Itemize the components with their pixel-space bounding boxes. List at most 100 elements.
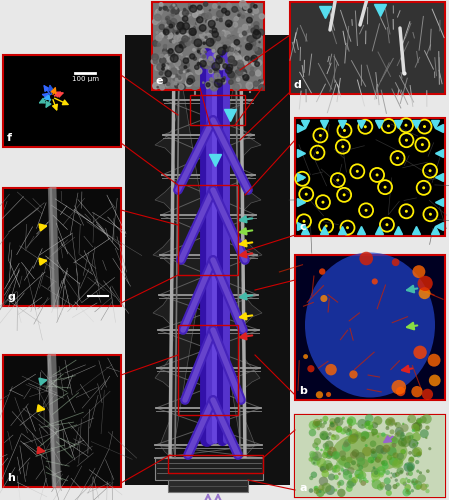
Circle shape: [159, 24, 164, 29]
Circle shape: [413, 480, 423, 490]
Circle shape: [217, 78, 222, 82]
Circle shape: [417, 422, 422, 426]
Circle shape: [385, 484, 392, 491]
Circle shape: [216, 44, 223, 51]
Circle shape: [187, 78, 193, 84]
Circle shape: [418, 452, 422, 456]
Circle shape: [308, 457, 313, 462]
Circle shape: [322, 434, 324, 436]
Circle shape: [164, 65, 171, 72]
Circle shape: [251, 28, 256, 33]
Circle shape: [406, 472, 409, 476]
Circle shape: [214, 53, 219, 58]
Circle shape: [396, 452, 404, 460]
Circle shape: [371, 451, 378, 458]
Circle shape: [348, 478, 357, 486]
Circle shape: [322, 452, 328, 458]
Circle shape: [314, 438, 321, 445]
Circle shape: [245, 76, 248, 80]
Circle shape: [199, 58, 202, 62]
Circle shape: [217, 50, 221, 55]
Circle shape: [324, 452, 327, 456]
Circle shape: [425, 426, 430, 430]
Circle shape: [250, 57, 255, 62]
Ellipse shape: [305, 252, 435, 398]
Circle shape: [239, 1, 246, 8]
Circle shape: [422, 414, 432, 424]
Circle shape: [405, 138, 408, 141]
Circle shape: [344, 439, 351, 446]
Circle shape: [341, 145, 344, 148]
Circle shape: [228, 60, 233, 64]
Circle shape: [199, 60, 202, 64]
Circle shape: [200, 60, 206, 67]
Circle shape: [253, 81, 259, 86]
Circle shape: [188, 38, 189, 39]
Circle shape: [209, 10, 211, 11]
Circle shape: [357, 458, 365, 466]
Circle shape: [371, 468, 380, 477]
Circle shape: [312, 452, 322, 461]
Circle shape: [173, 58, 177, 62]
Circle shape: [330, 422, 333, 424]
Circle shape: [155, 10, 161, 16]
Circle shape: [412, 429, 415, 432]
Circle shape: [390, 420, 394, 422]
Circle shape: [180, 32, 186, 38]
Text: d: d: [294, 80, 302, 90]
Circle shape: [312, 422, 319, 428]
Circle shape: [328, 474, 335, 480]
Circle shape: [209, 69, 213, 73]
Circle shape: [209, 70, 212, 72]
Circle shape: [190, 54, 195, 59]
Circle shape: [228, 56, 234, 62]
Circle shape: [157, 60, 159, 62]
Circle shape: [244, 40, 246, 42]
Circle shape: [171, 68, 177, 74]
Circle shape: [160, 58, 166, 64]
Circle shape: [156, 35, 162, 41]
Circle shape: [211, 86, 213, 88]
Circle shape: [400, 434, 406, 441]
Circle shape: [244, 66, 246, 68]
Circle shape: [174, 82, 177, 85]
Circle shape: [323, 460, 332, 469]
Text: g: g: [7, 292, 15, 302]
Circle shape: [228, 36, 231, 40]
Circle shape: [370, 440, 376, 447]
Circle shape: [177, 22, 184, 30]
Circle shape: [180, 84, 185, 89]
Circle shape: [186, 56, 188, 58]
Circle shape: [158, 42, 161, 44]
Circle shape: [416, 470, 419, 473]
Circle shape: [319, 476, 328, 486]
Circle shape: [167, 20, 171, 24]
Circle shape: [208, 58, 214, 65]
Circle shape: [232, 6, 238, 12]
Circle shape: [247, 6, 250, 8]
Circle shape: [171, 13, 174, 16]
Circle shape: [170, 22, 175, 28]
Circle shape: [412, 443, 416, 446]
Circle shape: [247, 44, 252, 49]
Circle shape: [380, 448, 387, 454]
Circle shape: [316, 488, 325, 497]
Circle shape: [338, 486, 340, 488]
Circle shape: [251, 59, 258, 66]
Circle shape: [347, 416, 356, 426]
Circle shape: [415, 460, 419, 464]
Circle shape: [206, 82, 211, 87]
Circle shape: [397, 434, 402, 440]
Circle shape: [419, 471, 422, 474]
Circle shape: [414, 455, 416, 458]
Circle shape: [249, 38, 253, 42]
Circle shape: [186, 70, 191, 73]
Circle shape: [343, 194, 346, 196]
Circle shape: [186, 72, 193, 79]
Circle shape: [157, 44, 160, 46]
Circle shape: [254, 26, 259, 30]
Circle shape: [249, 84, 254, 89]
Circle shape: [177, 35, 184, 41]
Ellipse shape: [333, 432, 408, 472]
Circle shape: [421, 143, 424, 146]
